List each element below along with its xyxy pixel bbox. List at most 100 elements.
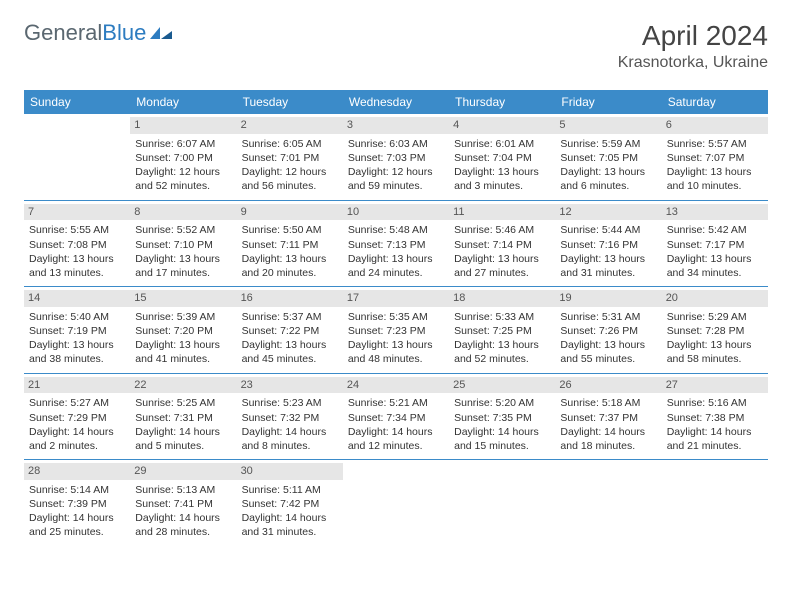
sunset-text: Sunset: 7:20 PM: [135, 324, 231, 338]
sunrise-text: Sunrise: 5:42 AM: [667, 223, 763, 237]
day-info: Sunrise: 5:23 AMSunset: 7:32 PMDaylight:…: [242, 396, 338, 453]
daylight-text: Daylight: 13 hours and 17 minutes.: [135, 252, 231, 280]
day-info: Sunrise: 5:59 AMSunset: 7:05 PMDaylight:…: [560, 137, 656, 194]
sunrise-text: Sunrise: 5:35 AM: [348, 310, 444, 324]
daylight-text: Daylight: 14 hours and 15 minutes.: [454, 425, 550, 453]
day-info: Sunrise: 6:01 AMSunset: 7:04 PMDaylight:…: [454, 137, 550, 194]
day-info: Sunrise: 5:39 AMSunset: 7:20 PMDaylight:…: [135, 310, 231, 367]
sunrise-text: Sunrise: 5:55 AM: [29, 223, 125, 237]
day-info: Sunrise: 5:52 AMSunset: 7:10 PMDaylight:…: [135, 223, 231, 280]
daylight-text: Daylight: 13 hours and 52 minutes.: [454, 338, 550, 366]
sunset-text: Sunset: 7:10 PM: [135, 238, 231, 252]
day-number: 16: [237, 290, 343, 307]
day-number: 8: [130, 204, 236, 221]
day-info: Sunrise: 5:40 AMSunset: 7:19 PMDaylight:…: [29, 310, 125, 367]
sunset-text: Sunset: 7:01 PM: [242, 151, 338, 165]
sunset-text: Sunset: 7:16 PM: [560, 238, 656, 252]
sunset-text: Sunset: 7:04 PM: [454, 151, 550, 165]
day-number: 25: [449, 377, 555, 394]
sunrise-text: Sunrise: 5:50 AM: [242, 223, 338, 237]
calendar-cell: 21Sunrise: 5:27 AMSunset: 7:29 PMDayligh…: [24, 373, 130, 460]
sunset-text: Sunset: 7:08 PM: [29, 238, 125, 252]
daylight-text: Daylight: 14 hours and 8 minutes.: [242, 425, 338, 453]
calendar-row: 7Sunrise: 5:55 AMSunset: 7:08 PMDaylight…: [24, 200, 768, 287]
day-number: 26: [555, 377, 661, 394]
calendar-cell: 19Sunrise: 5:31 AMSunset: 7:26 PMDayligh…: [555, 287, 661, 374]
day-info: Sunrise: 6:07 AMSunset: 7:00 PMDaylight:…: [135, 137, 231, 194]
day-info: Sunrise: 5:31 AMSunset: 7:26 PMDaylight:…: [560, 310, 656, 367]
calendar-cell: 18Sunrise: 5:33 AMSunset: 7:25 PMDayligh…: [449, 287, 555, 374]
day-info: Sunrise: 5:48 AMSunset: 7:13 PMDaylight:…: [348, 223, 444, 280]
sunrise-text: Sunrise: 5:18 AM: [560, 396, 656, 410]
day-info: Sunrise: 6:03 AMSunset: 7:03 PMDaylight:…: [348, 137, 444, 194]
daylight-text: Daylight: 13 hours and 45 minutes.: [242, 338, 338, 366]
daylight-text: Daylight: 14 hours and 31 minutes.: [242, 511, 338, 539]
sunset-text: Sunset: 7:35 PM: [454, 411, 550, 425]
sunrise-text: Sunrise: 5:14 AM: [29, 483, 125, 497]
sunrise-text: Sunrise: 5:20 AM: [454, 396, 550, 410]
weekday-header-row: Sunday Monday Tuesday Wednesday Thursday…: [24, 90, 768, 114]
sunrise-text: Sunrise: 5:59 AM: [560, 137, 656, 151]
calendar-cell: 10Sunrise: 5:48 AMSunset: 7:13 PMDayligh…: [343, 200, 449, 287]
day-number: 27: [662, 377, 768, 394]
daylight-text: Daylight: 13 hours and 34 minutes.: [667, 252, 763, 280]
sunrise-text: Sunrise: 5:52 AM: [135, 223, 231, 237]
daylight-text: Daylight: 14 hours and 18 minutes.: [560, 425, 656, 453]
sunrise-text: Sunrise: 5:37 AM: [242, 310, 338, 324]
day-number: 12: [555, 204, 661, 221]
weekday-header: Friday: [555, 90, 661, 114]
sunset-text: Sunset: 7:39 PM: [29, 497, 125, 511]
calendar-cell: 30Sunrise: 5:11 AMSunset: 7:42 PMDayligh…: [237, 460, 343, 546]
logo: GeneralBlue: [24, 20, 174, 46]
day-number: 18: [449, 290, 555, 307]
day-info: Sunrise: 5:37 AMSunset: 7:22 PMDaylight:…: [242, 310, 338, 367]
calendar-cell: 22Sunrise: 5:25 AMSunset: 7:31 PMDayligh…: [130, 373, 236, 460]
calendar-cell: [24, 114, 130, 200]
daylight-text: Daylight: 14 hours and 5 minutes.: [135, 425, 231, 453]
day-number: 28: [24, 463, 130, 480]
weekday-header: Wednesday: [343, 90, 449, 114]
sunrise-text: Sunrise: 6:05 AM: [242, 137, 338, 151]
weekday-header: Monday: [130, 90, 236, 114]
sunset-text: Sunset: 7:34 PM: [348, 411, 444, 425]
sunset-text: Sunset: 7:28 PM: [667, 324, 763, 338]
calendar-cell: 1Sunrise: 6:07 AMSunset: 7:00 PMDaylight…: [130, 114, 236, 200]
day-info: Sunrise: 5:44 AMSunset: 7:16 PMDaylight:…: [560, 223, 656, 280]
day-number: 24: [343, 377, 449, 394]
month-title: April 2024: [618, 20, 768, 52]
sunrise-text: Sunrise: 5:25 AM: [135, 396, 231, 410]
sunrise-text: Sunrise: 6:03 AM: [348, 137, 444, 151]
sunset-text: Sunset: 7:37 PM: [560, 411, 656, 425]
day-info: Sunrise: 5:25 AMSunset: 7:31 PMDaylight:…: [135, 396, 231, 453]
sunset-text: Sunset: 7:17 PM: [667, 238, 763, 252]
daylight-text: Daylight: 12 hours and 59 minutes.: [348, 165, 444, 193]
sunrise-text: Sunrise: 5:29 AM: [667, 310, 763, 324]
day-number: 14: [24, 290, 130, 307]
sunrise-text: Sunrise: 5:21 AM: [348, 396, 444, 410]
calendar-cell: 24 Sunrise: 5:21 AMSunset: 7:34 PMDayligh…: [343, 373, 449, 460]
sunrise-text: Sunrise: 5:11 AM: [242, 483, 338, 497]
day-number: 11: [449, 204, 555, 221]
daylight-text: Daylight: 13 hours and 3 minutes.: [454, 165, 550, 193]
day-info: Sunrise: 5:42 AMSunset: 7:17 PMDaylight:…: [667, 223, 763, 280]
day-info: Sunrise: 5:13 AMSunset: 7:41 PMDaylight:…: [135, 483, 231, 540]
day-info: Sunrise: 5:46 AMSunset: 7:14 PMDaylight:…: [454, 223, 550, 280]
daylight-text: Daylight: 14 hours and 25 minutes.: [29, 511, 125, 539]
day-info: Sunrise: 5:50 AMSunset: 7:11 PMDaylight:…: [242, 223, 338, 280]
calendar-cell: 6Sunrise: 5:57 AMSunset: 7:07 PMDaylight…: [662, 114, 768, 200]
day-info: Sunrise: 5:35 AMSunset: 7:23 PMDaylight:…: [348, 310, 444, 367]
sunrise-text: Sunrise: 5:16 AM: [667, 396, 763, 410]
calendar-cell: [662, 460, 768, 546]
daylight-text: Daylight: 14 hours and 21 minutes.: [667, 425, 763, 453]
day-info: Sunrise: 5:21 AMSunset: 7:34 PMDaylight:…: [348, 396, 444, 453]
day-number: 15: [130, 290, 236, 307]
weekday-header: Saturday: [662, 90, 768, 114]
calendar-cell: 14 Sunrise: 5:40 AMSunset: 7:19 PMDayligh…: [24, 287, 130, 374]
day-number: 30: [237, 463, 343, 480]
logo-text-blue: Blue: [102, 20, 146, 45]
day-number: 5: [555, 117, 661, 134]
day-number: 23: [237, 377, 343, 394]
daylight-text: Daylight: 13 hours and 31 minutes.: [560, 252, 656, 280]
daylight-text: Daylight: 13 hours and 6 minutes.: [560, 165, 656, 193]
day-info: Sunrise: 5:29 AMSunset: 7:28 PMDaylight:…: [667, 310, 763, 367]
